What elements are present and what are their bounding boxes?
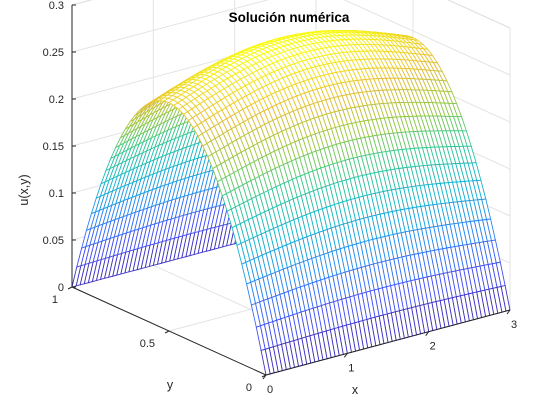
x-tick-label: 3 xyxy=(511,319,517,331)
z-tick-label: 0.15 xyxy=(43,141,64,153)
y-tick-label: 1 xyxy=(52,294,58,306)
y-tick-label: 0.5 xyxy=(140,338,155,350)
surface-mesh xyxy=(72,30,510,375)
grid-line xyxy=(72,0,316,5)
z-tick-label: 0.1 xyxy=(49,188,64,200)
x-tick-label: 0 xyxy=(267,384,273,396)
z-tick-label: 0.25 xyxy=(43,47,64,59)
x-tick-label: 2 xyxy=(430,341,436,353)
chart-title: Solución numérica xyxy=(229,10,350,25)
x-axis-label: x xyxy=(352,383,359,397)
z-tick-label: 0.05 xyxy=(43,235,64,247)
z-tick-label: 0 xyxy=(58,282,64,294)
y-tick-label: 0 xyxy=(246,382,252,394)
z-axis-label: u(x,y) xyxy=(17,174,31,205)
z-tick-label: 0.2 xyxy=(49,94,64,106)
y-tick-mark xyxy=(165,331,169,333)
y-tick-mark xyxy=(68,287,72,289)
z-tick-label: 0.3 xyxy=(49,0,64,12)
x-tick-label: 1 xyxy=(348,362,354,374)
box-edge xyxy=(72,0,316,5)
y-axis-label: y xyxy=(167,378,174,392)
